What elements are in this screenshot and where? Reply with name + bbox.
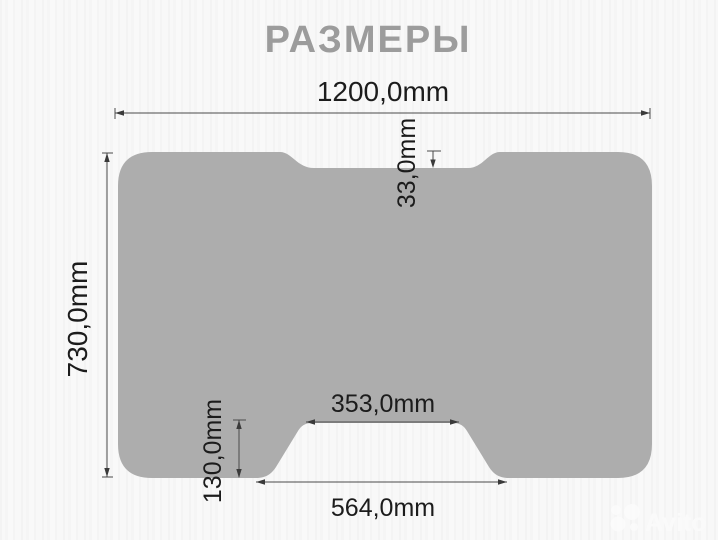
dim-cutout-height: 130,0mm [199,399,246,503]
dim-cutout-top-width: 353,0mm [306,390,459,425]
arrow-down-icon [430,159,436,168]
dim-overall-width: 1200,0mm [114,76,651,119]
dim-overall-width-label: 1200,0mm [317,76,449,107]
dim-cutout-top-width-label: 353,0mm [331,390,435,418]
dim-notch-depth: 33,0mm [393,118,441,208]
watermark-brand-text: Avito [645,509,707,537]
avito-logo-icon [610,516,626,532]
arrow-up-icon [104,153,110,162]
arrow-right-icon [450,419,459,425]
desk-panel-shape [118,152,652,478]
dim-cutout-bottom-width-label: 564,0mm [331,494,435,522]
avito-logo-icon [611,505,621,515]
page-title: РАЗМЕРЫ [265,19,472,61]
arrow-up-icon [236,420,242,429]
arrow-right-icon [641,110,650,116]
arrow-left-icon [306,419,315,425]
avito-logo-icon [624,504,640,520]
watermark: Avito [610,504,707,537]
dim-overall-depth: 730,0mm [62,152,113,478]
dim-overall-depth-label: 730,0mm [62,261,93,378]
arrow-down-icon [104,468,110,477]
dim-notch-depth-label: 33,0mm [393,118,421,208]
arrow-left-icon [256,479,265,485]
dim-cutout-height-label: 130,0mm [199,399,227,503]
arrow-right-icon [498,479,507,485]
arrow-down-icon [236,469,242,478]
dim-cutout-bottom-width: 564,0mm [256,479,507,522]
avito-logo-icon [630,523,638,531]
arrow-left-icon [115,110,124,116]
